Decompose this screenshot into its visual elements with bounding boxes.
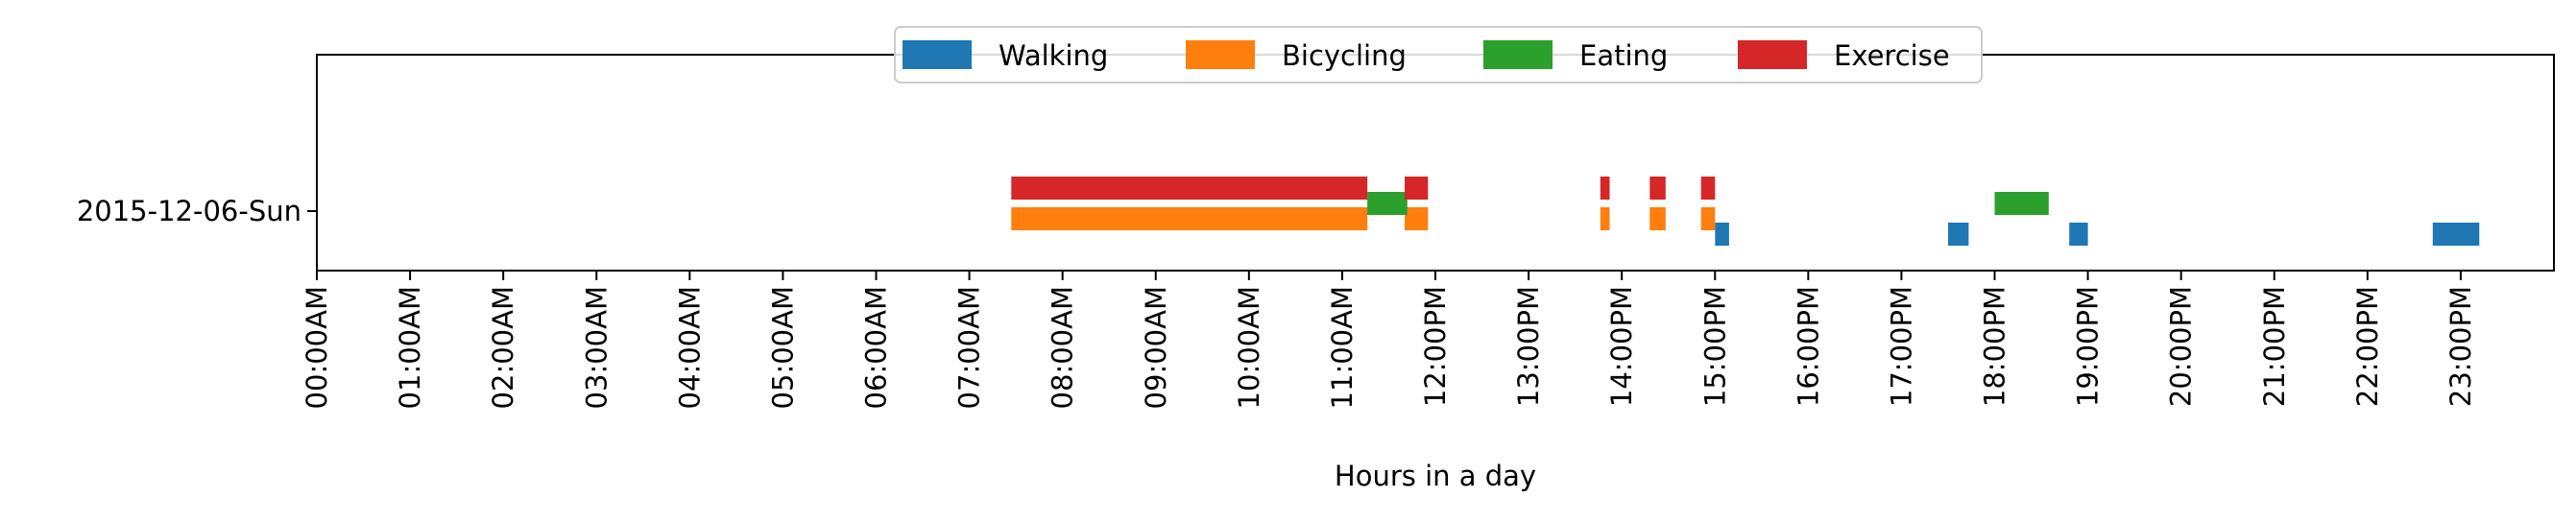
x-tick-label: 09:00AM	[1140, 286, 1172, 409]
y-tick-label: 2015-12-06-Sun	[77, 195, 301, 227]
bar-bicycling-3	[1649, 207, 1666, 230]
x-axis-label: Hours in a day	[1335, 460, 1536, 492]
x-tick-label: 19:00PM	[2072, 286, 2105, 407]
x-tick-label: 16:00PM	[1792, 286, 1824, 407]
legend-label-walking: Walking	[999, 39, 1108, 72]
x-tick-label: 14:00PM	[1605, 286, 1638, 407]
bar-bicycling-1	[1405, 207, 1429, 230]
x-tick-label: 08:00AM	[1047, 286, 1079, 409]
bar-bicycling-2	[1600, 207, 1610, 230]
legend: Walking Bicycling Eating Exercise	[894, 26, 1983, 83]
bar-walking-3	[2432, 223, 2480, 246]
x-tick-label: 01:00AM	[394, 286, 426, 409]
x-tick-label: 04:00AM	[673, 286, 706, 409]
x-tick-label: 05:00AM	[766, 286, 799, 409]
legend-label-eating: Eating	[1579, 39, 1668, 72]
bar-exercise-3	[1649, 177, 1666, 200]
x-tick-label: 18:00PM	[1979, 286, 2011, 407]
x-tick-label: 11:00AM	[1326, 286, 1359, 409]
x-tick-label: 23:00PM	[2444, 286, 2477, 407]
bar-exercise-1	[1405, 177, 1429, 200]
x-tick-label: 00:00AM	[301, 286, 333, 409]
x-tick-label: 02:00AM	[487, 286, 519, 409]
bar-walking-1	[1948, 223, 1969, 246]
y-axis: 2015-12-06-Sun	[77, 195, 317, 227]
bar-eating-1	[1994, 192, 2049, 215]
bar-exercise-2	[1600, 177, 1610, 200]
legend-box	[894, 26, 1983, 83]
legend-swatch-eating	[1483, 40, 1553, 69]
x-tick-label: 22:00PM	[2351, 286, 2384, 407]
bar-bicycling-4	[1700, 207, 1716, 230]
legend-swatch-bicycling	[1186, 40, 1255, 69]
x-tick-label: 03:00AM	[580, 286, 613, 409]
x-tick-label: 13:00PM	[1512, 286, 1545, 407]
x-tick-label: 12:00PM	[1419, 286, 1452, 407]
plot-frame	[316, 54, 2555, 272]
x-tick-label: 15:00PM	[1698, 286, 1731, 407]
x-tick-label: 06:00AM	[860, 286, 893, 409]
bar-exercise-4	[1700, 177, 1716, 200]
bar-eating-0	[1367, 192, 1408, 215]
legend-label-bicycling: Bicycling	[1282, 39, 1407, 72]
legend-label-exercise: Exercise	[1834, 39, 1950, 72]
x-tick-label: 10:00AM	[1233, 286, 1265, 409]
x-tick-label: 20:00PM	[2165, 286, 2198, 407]
bar-bicycling-0	[1011, 207, 1368, 230]
bar-walking-2	[2069, 223, 2088, 246]
legend-swatch-exercise	[1738, 40, 1807, 69]
x-tick-label: 17:00PM	[1885, 286, 1917, 407]
legend-swatch-walking	[903, 40, 972, 69]
bar-exercise-0	[1011, 177, 1368, 200]
x-tick-label: 21:00PM	[2258, 286, 2291, 407]
x-axis: 00:00AM 01:00AM 02:00AM 03:00AM 04:00AM 05:00…	[301, 271, 2477, 409]
interval-bars	[1011, 177, 2480, 246]
bar-walking-0	[1715, 223, 1729, 246]
x-tick-label: 07:00AM	[953, 286, 986, 409]
